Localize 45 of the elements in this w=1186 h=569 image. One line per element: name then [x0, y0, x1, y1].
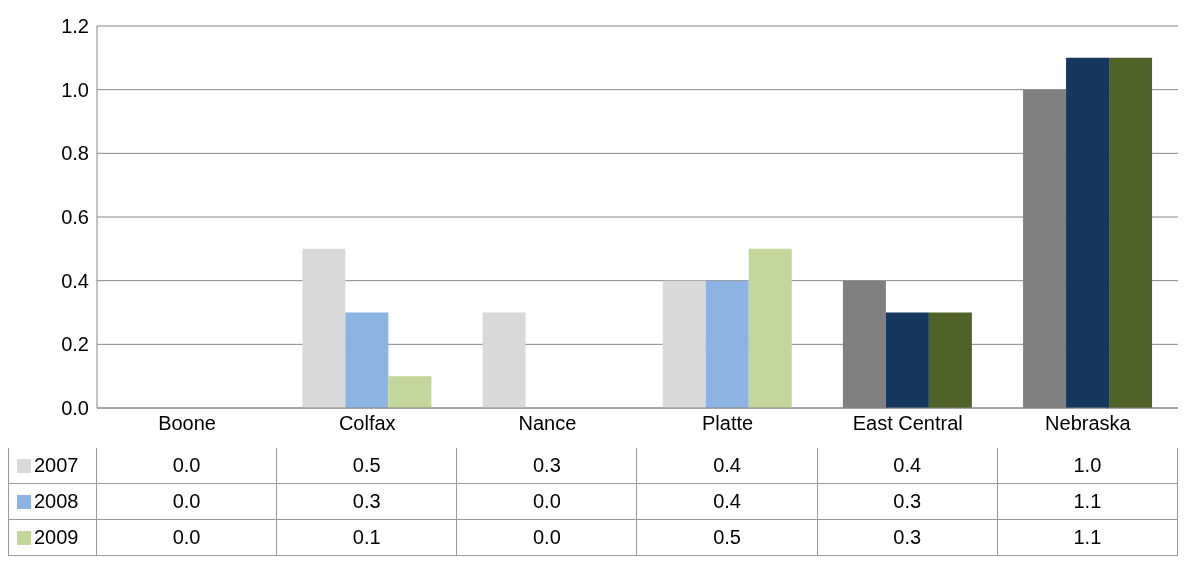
bar — [662, 280, 706, 408]
x-tick-label: Nebraska — [1045, 412, 1132, 435]
bar — [1066, 57, 1110, 408]
data-label: 0.0 — [97, 448, 278, 484]
data-label: 0.0 — [97, 484, 278, 520]
data-label: 0.3 — [277, 484, 458, 520]
bar — [388, 376, 432, 408]
y-tick-label: 0.0 — [61, 397, 89, 420]
bar — [885, 312, 929, 408]
x-tick-label: Platte — [702, 412, 754, 435]
legend-label: 2008 — [34, 490, 79, 513]
data-label: 0.0 — [457, 520, 638, 556]
y-tick-label: 1.0 — [61, 78, 89, 101]
legend-label: 2009 — [34, 526, 79, 549]
bar — [928, 312, 972, 408]
y-tick-label: 0.6 — [61, 206, 89, 229]
data-label: 0.4 — [637, 484, 818, 520]
bar — [1109, 57, 1153, 408]
y-tick-label: 1.2 — [61, 15, 89, 38]
bar — [302, 248, 346, 408]
x-tick-label: Nance — [518, 412, 577, 435]
x-tick-label: Boone — [158, 412, 217, 435]
x-tick-label: East Central — [852, 412, 963, 435]
data-label: 1.1 — [997, 520, 1178, 556]
x-tick-label: Colfax — [338, 412, 396, 435]
data-label: 0.4 — [817, 448, 998, 484]
data-label: 1.1 — [997, 484, 1178, 520]
data-label: 0.1 — [277, 520, 458, 556]
data-label: 0.4 — [637, 448, 818, 484]
data-label: 1.0 — [997, 448, 1178, 484]
data-label: 0.0 — [457, 484, 638, 520]
data-label: 0.5 — [637, 520, 818, 556]
bar — [482, 312, 526, 408]
legend-label: 2007 — [34, 454, 79, 477]
data-label: 0.3 — [817, 520, 998, 556]
data-label: 0.0 — [97, 520, 278, 556]
data-label: 0.5 — [277, 448, 458, 484]
data-label: 0.3 — [457, 448, 638, 484]
data-label: 0.3 — [817, 484, 998, 520]
y-tick-label: 0.2 — [61, 333, 89, 356]
y-tick-label: 0.8 — [61, 142, 89, 165]
y-tick-label: 0.4 — [61, 269, 89, 292]
bar — [345, 312, 389, 408]
bar — [748, 248, 792, 408]
bar — [705, 280, 749, 408]
